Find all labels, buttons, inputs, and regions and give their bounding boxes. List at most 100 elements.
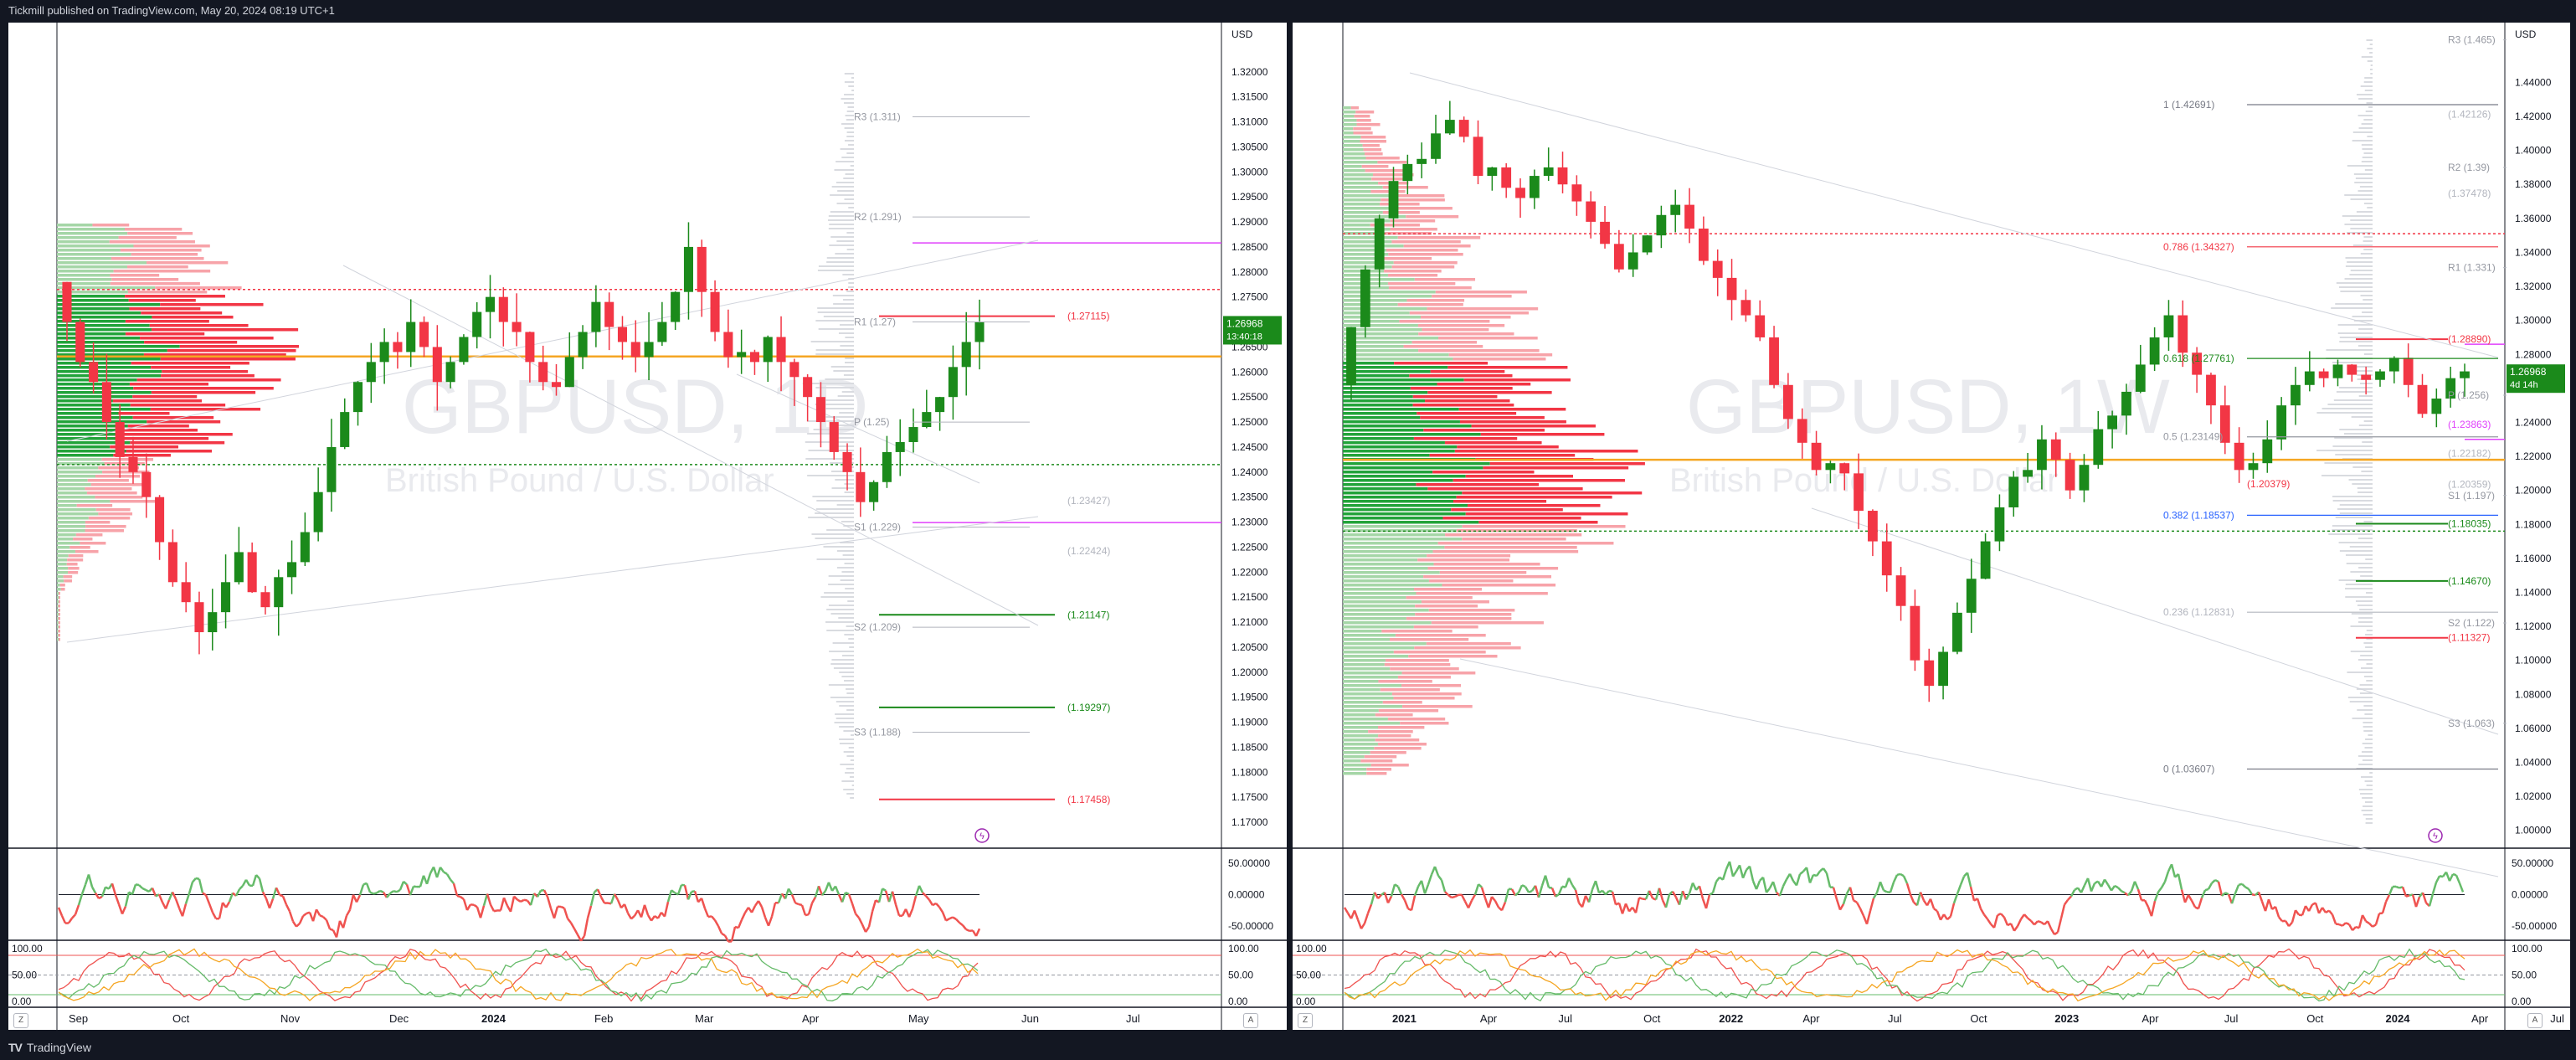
oscillator-line-segment	[1822, 867, 1828, 874]
oscillator-line-segment	[1470, 893, 1477, 902]
volume-profile-bar-down	[1378, 680, 1432, 683]
volume-profile-bar-up	[57, 542, 80, 545]
candle-body	[1586, 201, 1597, 222]
oscillator-line-segment	[877, 888, 884, 903]
volume-profile-bar-up	[1343, 726, 1379, 729]
volume-profile-bar-up	[1343, 512, 1466, 516]
volume-profile-faint-bar	[847, 106, 854, 108]
volume-profile-faint-bar	[845, 115, 854, 116]
volume-profile-faint-bar	[2362, 157, 2373, 158]
goto-date-button[interactable]: Z	[1298, 1013, 1313, 1028]
volume-profile-bar-up	[57, 600, 59, 604]
volume-profile-bar-down	[1480, 433, 1605, 436]
oscillator-tick-label: -50.00000	[2512, 920, 2557, 932]
volume-profile-bar-up	[1343, 152, 1365, 156]
volume-profile-bar-up	[1343, 198, 1381, 202]
symbol-watermark: GBPUSD, 1D	[402, 364, 868, 450]
volume-profile-faint-bar	[2358, 425, 2373, 426]
candle-body	[1698, 229, 1709, 261]
candle-body	[789, 362, 800, 378]
volume-profile-faint-bar	[849, 776, 854, 778]
volume-profile-bar-up	[57, 487, 85, 491]
auto-scale-button[interactable]: A	[1243, 1013, 1258, 1028]
volume-profile-faint-bar	[824, 592, 854, 594]
volume-profile-bar-up	[1343, 692, 1392, 696]
oscillator-line-segment	[663, 901, 670, 917]
oscillator-line-segment	[2063, 899, 2070, 906]
time-axis-label: Jul	[2550, 1012, 2564, 1025]
oscillator-line-segment	[2086, 877, 2093, 892]
volume-profile-bar-up	[57, 278, 112, 281]
volume-profile-bar-down	[1382, 211, 1420, 214]
price-tick-label: 1.29500	[1231, 191, 1268, 203]
volume-profile-faint-bar	[2366, 39, 2373, 41]
volume-profile-bar-down	[131, 362, 249, 365]
volume-profile-bar-up	[1343, 236, 1398, 239]
oscillator-line-segment	[376, 889, 381, 894]
volume-profile-bar-up	[1343, 441, 1445, 445]
volume-profile-bar-down	[59, 613, 60, 616]
goto-date-button[interactable]: Z	[13, 1013, 28, 1028]
volume-profile-bar-up	[1343, 429, 1424, 432]
oscillator-line-segment	[195, 877, 200, 881]
volume-profile-bar-up	[1343, 257, 1383, 260]
volume-profile-faint-bar	[848, 85, 854, 87]
oscillator-line-segment	[1504, 888, 1510, 903]
oscillator-line-segment	[358, 884, 365, 896]
volume-profile-faint-bar	[2332, 362, 2373, 363]
oscillator-line-segment	[1624, 903, 1631, 913]
volume-profile-faint-bar	[845, 772, 854, 774]
oscillator-line-segment	[1956, 884, 1962, 895]
tradingview-brand[interactable]: TV TradingView	[8, 1035, 91, 1060]
volume-profile-bar-down	[60, 588, 65, 591]
candle-body	[591, 301, 601, 332]
volume-profile-bar-up	[1343, 127, 1354, 131]
volume-profile-bar-down	[1442, 517, 1581, 520]
volume-profile-faint-bar	[830, 236, 854, 238]
volume-profile-bar-down	[1380, 203, 1420, 206]
volume-profile-bar-up	[1343, 395, 1413, 399]
volume-profile-bar-down	[1457, 445, 1559, 449]
volume-profile-bar-down	[1356, 119, 1371, 122]
level-labels-label: (1.22182)	[2448, 447, 2491, 459]
oscillator-line-segment	[1986, 918, 1992, 925]
volume-profile-faint-bar	[2344, 278, 2373, 280]
volume-profile-bar-up	[57, 332, 126, 336]
chart-panel-daily[interactable]: GBPUSD, 1D British Pound / U.S. Dollar USD…	[8, 23, 1287, 1030]
auto-scale-button[interactable]: A	[2527, 1013, 2543, 1028]
oscillator-line-segment	[365, 882, 372, 893]
volume-profile-bar-up	[1343, 136, 1361, 139]
time-axis-label: 2021	[1392, 1012, 1417, 1025]
oscillator-line-segment	[396, 888, 401, 893]
volume-profile-bar-down	[75, 533, 103, 537]
volume-profile-faint-bar	[835, 713, 854, 715]
volume-profile-faint-bar	[2345, 554, 2373, 556]
chart-panel-weekly[interactable]: GBPUSD, 1W British Pound / U.S. Dollar USD…	[1293, 23, 2570, 1030]
volume-profile-bar-up	[1343, 575, 1424, 579]
oscillator-line-segment	[560, 905, 565, 909]
candle-body	[1627, 252, 1638, 270]
oscillator-line-segment	[807, 903, 814, 915]
volume-profile-bar-up	[57, 634, 59, 637]
oscillator-line-segment	[567, 918, 572, 924]
trend-line	[1409, 72, 2499, 358]
volume-profile-bar-up	[1343, 345, 1404, 348]
volume-profile-faint-bar	[2332, 529, 2373, 531]
oscillator-line-segment	[613, 893, 620, 901]
volume-profile-bar-down	[67, 558, 84, 562]
volume-profile-bar-up	[1343, 466, 1483, 470]
volume-profile-faint-bar	[2360, 85, 2373, 87]
candle-body	[340, 412, 350, 447]
oscillator-line-segment	[2241, 882, 2246, 888]
volume-profile-bar-down	[58, 617, 60, 620]
oscillator-line-segment	[871, 899, 877, 913]
volume-profile-bar-up	[1343, 244, 1404, 248]
volume-profile-bar-down	[1425, 399, 1510, 403]
volume-profile-bar-down	[1393, 651, 1486, 654]
volume-profile-faint-bar	[2339, 504, 2373, 506]
oscillator-line-segment	[2445, 872, 2451, 882]
volume-profile-bar-up	[1343, 303, 1398, 306]
volume-profile-bar-up	[57, 500, 111, 503]
